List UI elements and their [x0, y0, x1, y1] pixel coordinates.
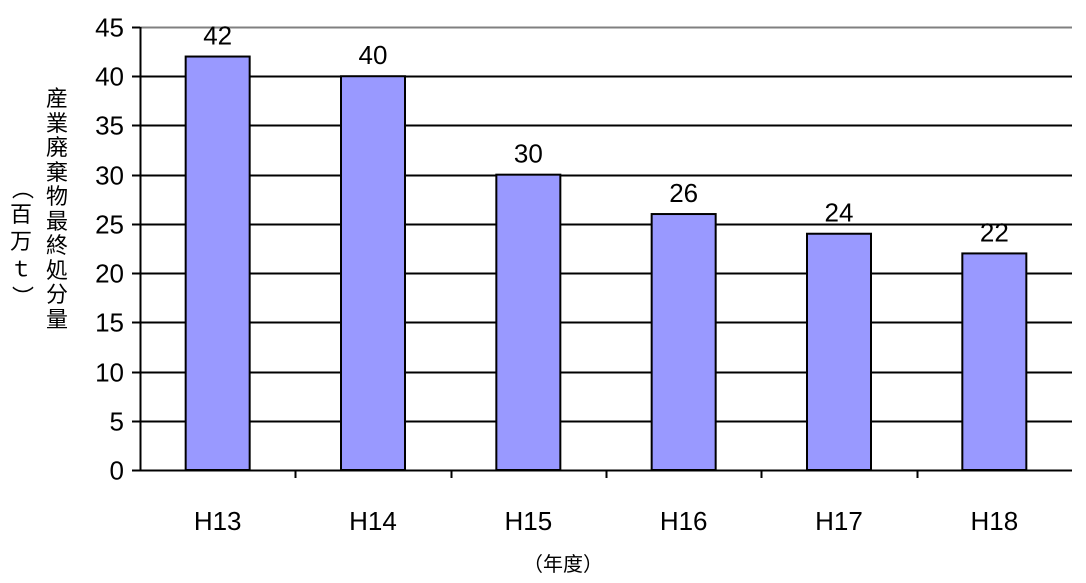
- x-tick-label-H14: H14: [349, 506, 397, 536]
- x-tick-label-H15: H15: [504, 506, 552, 536]
- data-labels: 42 40 30 26 24 22: [203, 21, 1009, 248]
- y-tick-label-30: 30: [95, 161, 124, 191]
- y-tick-label-45: 45: [95, 13, 124, 43]
- data-label-H18: 22: [980, 217, 1009, 247]
- data-label-H15: 30: [514, 139, 543, 169]
- data-label-H13: 42: [203, 21, 232, 51]
- x-tick-label-H16: H16: [660, 506, 708, 536]
- y-unit-text: 百万ｔ: [9, 203, 32, 282]
- bar-H17: [806, 232, 872, 471]
- bars: [184, 55, 1028, 472]
- y-tick-label-0: 0: [110, 456, 124, 486]
- y-tick-label-25: 25: [95, 210, 124, 240]
- bar-H13: [184, 55, 251, 472]
- data-label-H14: 40: [359, 40, 388, 70]
- y-axis-unit: （ 百万ｔ ）: [6, 175, 36, 310]
- y-tick-labels: 0 5 10 15 20 25 30 35 40 45: [95, 13, 124, 486]
- y-axis-label: 産業廃棄物最終処分量: [45, 87, 68, 333]
- y-unit-close-paren: ）: [8, 285, 34, 308]
- x-tick-label-H17: H17: [815, 506, 863, 536]
- bar-H18: [961, 252, 1028, 471]
- bar-H14: [340, 75, 406, 471]
- bar-H16: [650, 213, 717, 471]
- y-tick-label-5: 5: [110, 407, 124, 437]
- data-label-H16: 26: [669, 178, 698, 208]
- y-tick-label-15: 15: [95, 308, 124, 338]
- gridlines: [140, 26, 1072, 423]
- y-tick-label-35: 35: [95, 111, 124, 141]
- y-tick-label-40: 40: [95, 62, 124, 92]
- bar-H15: [495, 173, 562, 472]
- y-unit-open-paren: （: [8, 177, 34, 200]
- x-tick-labels: H13 H14 H15 H16 H17 H18: [194, 506, 1018, 536]
- axes: [132, 26, 1072, 478]
- data-label-H17: 24: [825, 198, 854, 228]
- y-tick-label-20: 20: [95, 259, 124, 289]
- x-axis-label: （年度）: [523, 552, 603, 576]
- x-tick-label-H18: H18: [970, 506, 1018, 536]
- y-tick-label-10: 10: [95, 358, 124, 388]
- x-tick-label-H13: H13: [194, 506, 242, 536]
